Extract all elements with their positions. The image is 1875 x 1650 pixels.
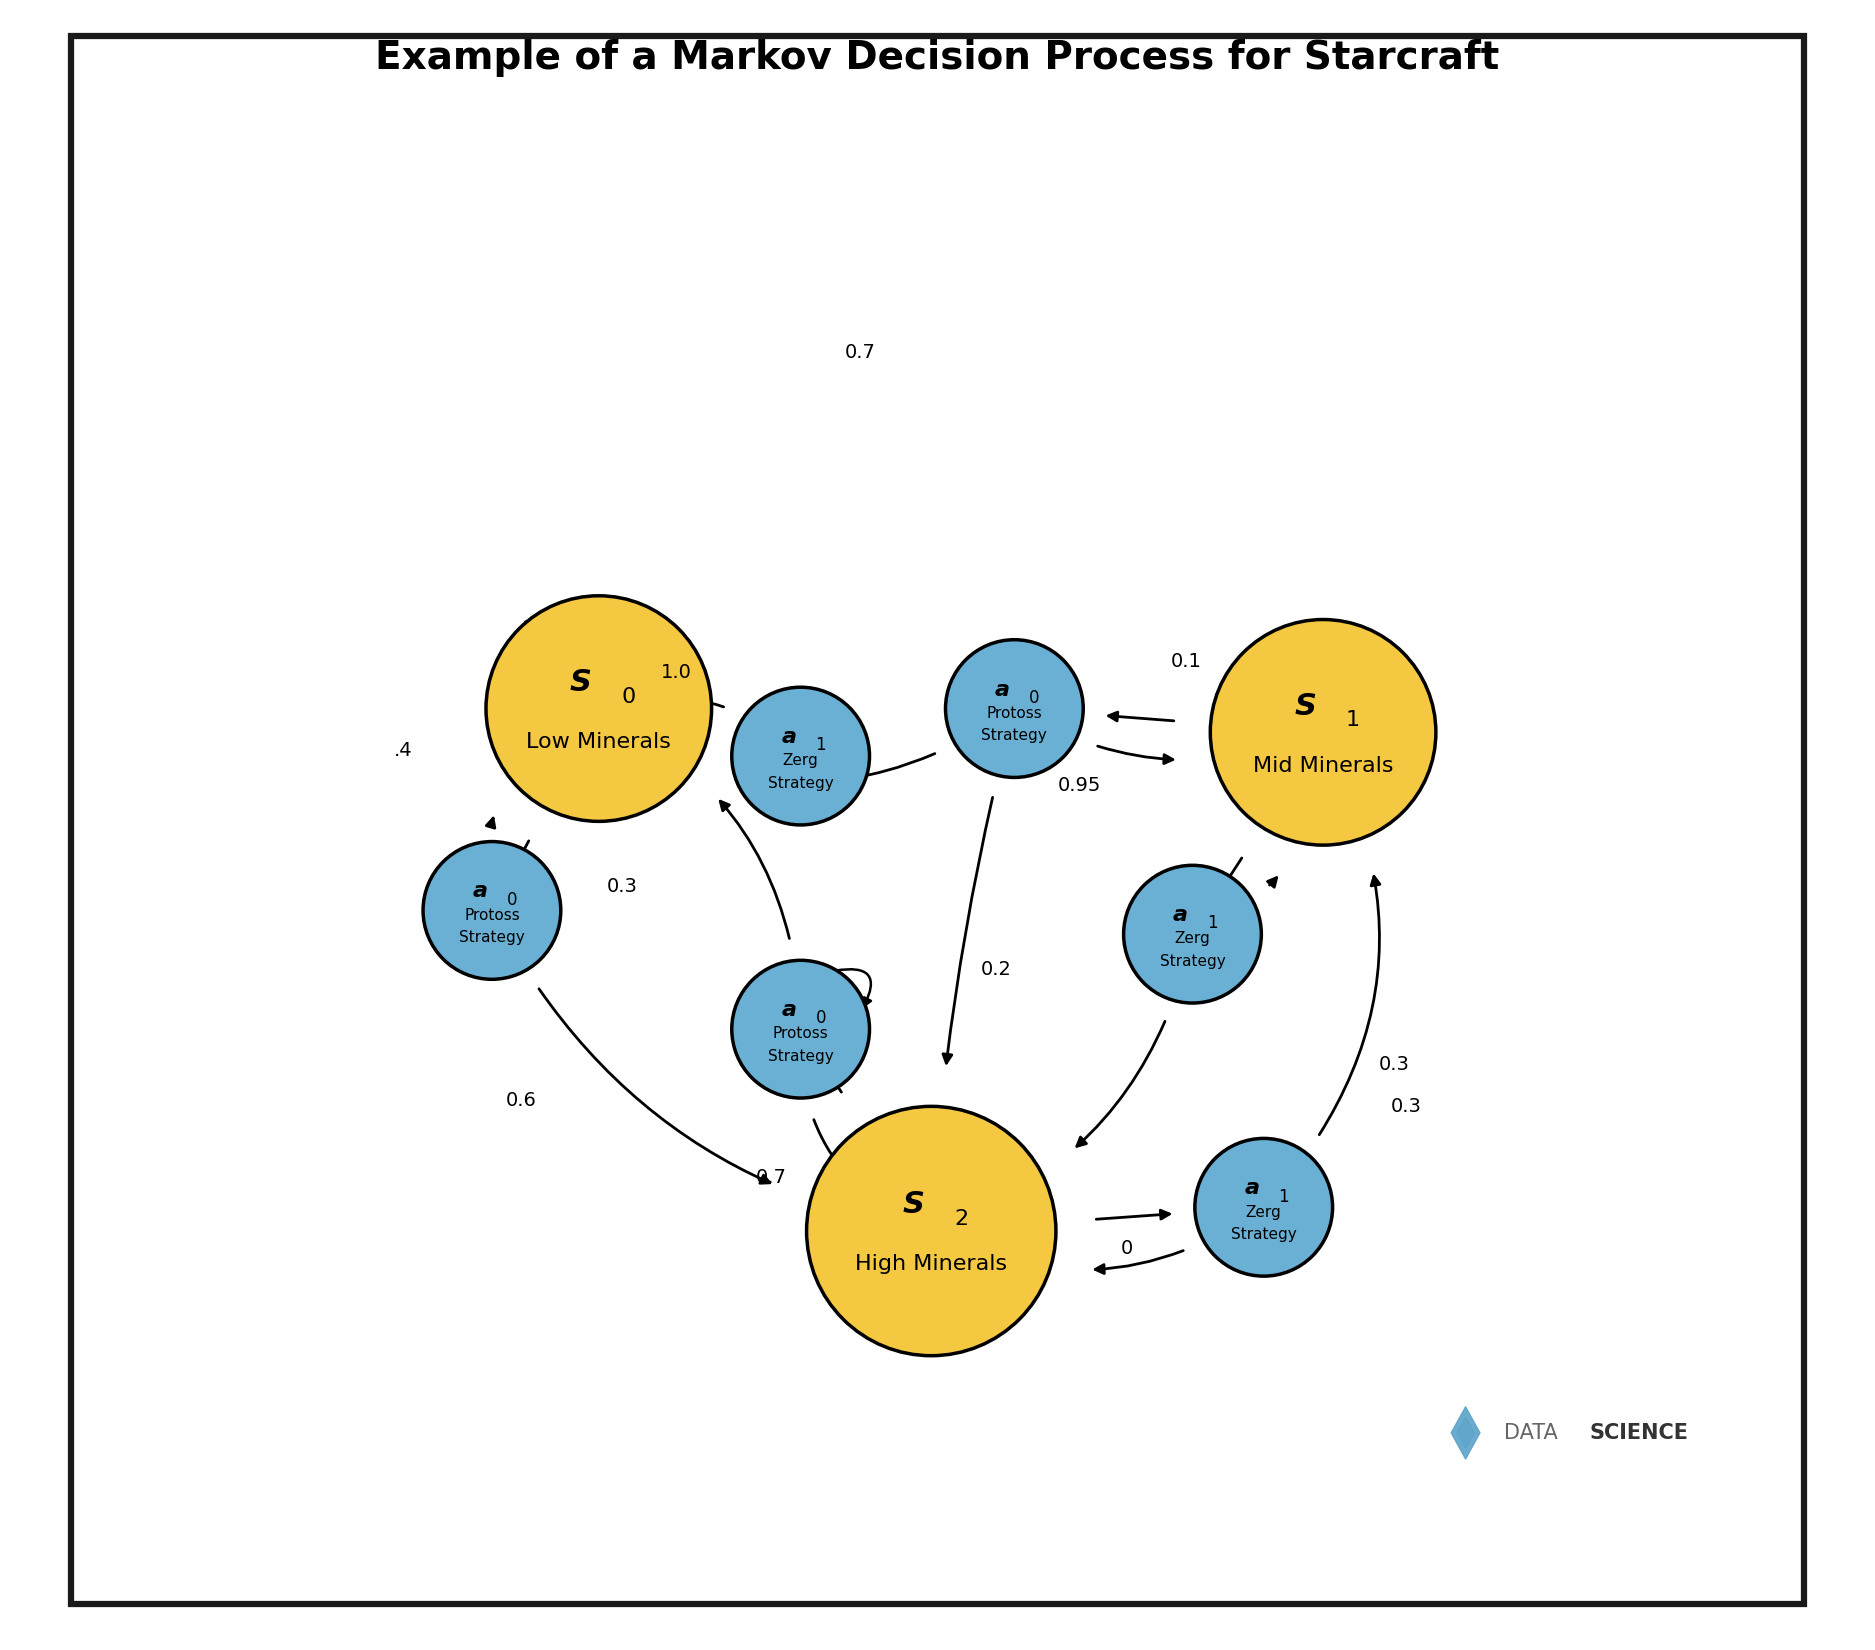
Text: Zerg: Zerg [1174, 932, 1211, 947]
Text: Mid Minerals: Mid Minerals [1252, 756, 1393, 776]
Text: .4: .4 [394, 741, 412, 759]
Text: 0.1: 0.1 [1172, 652, 1202, 670]
Text: Example of a Markov Decision Process for Starcraft: Example of a Markov Decision Process for… [375, 38, 1500, 78]
FancyArrowPatch shape [943, 797, 992, 1063]
Text: 0.3: 0.3 [608, 878, 638, 896]
Circle shape [486, 596, 712, 822]
Text: Strategy: Strategy [767, 776, 834, 790]
Text: Protoss: Protoss [463, 908, 519, 922]
Text: a: a [1245, 1178, 1260, 1198]
Text: 1: 1 [1279, 1188, 1290, 1206]
Circle shape [731, 686, 870, 825]
Polygon shape [1457, 1417, 1474, 1449]
Text: 0.7: 0.7 [844, 343, 876, 361]
Text: 0: 0 [1029, 690, 1041, 706]
FancyArrowPatch shape [744, 742, 797, 757]
Text: Strategy: Strategy [981, 728, 1048, 744]
Text: 1: 1 [816, 736, 827, 754]
FancyArrowPatch shape [602, 698, 724, 709]
Circle shape [1194, 1138, 1333, 1275]
Circle shape [806, 1107, 1056, 1356]
Text: Low Minerals: Low Minerals [527, 733, 671, 752]
FancyArrowPatch shape [720, 802, 789, 939]
Text: 1.0: 1.0 [660, 663, 692, 683]
Text: 0: 0 [621, 686, 636, 706]
Text: a: a [996, 680, 1011, 700]
Circle shape [1123, 865, 1262, 1003]
FancyArrowPatch shape [737, 754, 936, 782]
Text: Zerg: Zerg [1245, 1204, 1282, 1219]
FancyArrowPatch shape [1097, 1209, 1170, 1219]
Text: Protoss: Protoss [772, 1026, 829, 1041]
FancyArrowPatch shape [1097, 746, 1174, 764]
FancyArrowPatch shape [538, 988, 771, 1183]
Text: 0.3: 0.3 [1391, 1097, 1421, 1115]
Text: 0: 0 [816, 1010, 827, 1028]
FancyArrowPatch shape [493, 842, 529, 908]
Circle shape [945, 640, 1084, 777]
Text: 1: 1 [1208, 914, 1219, 932]
Text: High Minerals: High Minerals [855, 1254, 1007, 1274]
Text: 0.2: 0.2 [981, 960, 1012, 980]
FancyArrowPatch shape [1268, 878, 1277, 888]
Text: Strategy: Strategy [767, 1049, 834, 1064]
Text: DATA: DATA [1504, 1422, 1558, 1442]
Text: 1: 1 [1346, 711, 1359, 731]
Circle shape [731, 960, 870, 1097]
Text: Zerg: Zerg [782, 754, 819, 769]
Text: 2: 2 [954, 1209, 968, 1229]
FancyArrowPatch shape [486, 818, 495, 828]
FancyArrowPatch shape [802, 1031, 842, 1092]
Text: a: a [782, 728, 797, 747]
Text: 0.6: 0.6 [506, 1091, 536, 1110]
Text: a: a [472, 881, 488, 901]
FancyArrowPatch shape [1076, 1021, 1164, 1147]
FancyArrowPatch shape [1095, 1251, 1183, 1274]
FancyArrowPatch shape [1108, 713, 1174, 721]
FancyArrowPatch shape [834, 969, 872, 1006]
Circle shape [424, 842, 561, 980]
FancyArrowPatch shape [1194, 858, 1241, 932]
Text: 0: 0 [1121, 1239, 1132, 1259]
Text: 0: 0 [506, 891, 518, 909]
Text: Strategy: Strategy [1159, 954, 1226, 969]
FancyArrowPatch shape [495, 622, 544, 681]
Text: S: S [902, 1190, 924, 1219]
Text: 0.7: 0.7 [756, 1168, 786, 1186]
FancyArrowPatch shape [1320, 876, 1380, 1135]
FancyArrowPatch shape [814, 1120, 928, 1231]
Text: a: a [782, 1000, 797, 1020]
Text: 0.3: 0.3 [1378, 1056, 1410, 1074]
Circle shape [1209, 619, 1436, 845]
Text: S: S [1294, 691, 1316, 721]
Text: Strategy: Strategy [459, 931, 525, 945]
Text: 0.95: 0.95 [1058, 776, 1101, 795]
Polygon shape [1451, 1407, 1479, 1459]
Text: Protoss: Protoss [986, 706, 1042, 721]
Text: a: a [1174, 906, 1189, 926]
Text: SCIENCE: SCIENCE [1590, 1422, 1688, 1442]
Text: Strategy: Strategy [1230, 1228, 1297, 1242]
Text: S: S [570, 668, 592, 696]
